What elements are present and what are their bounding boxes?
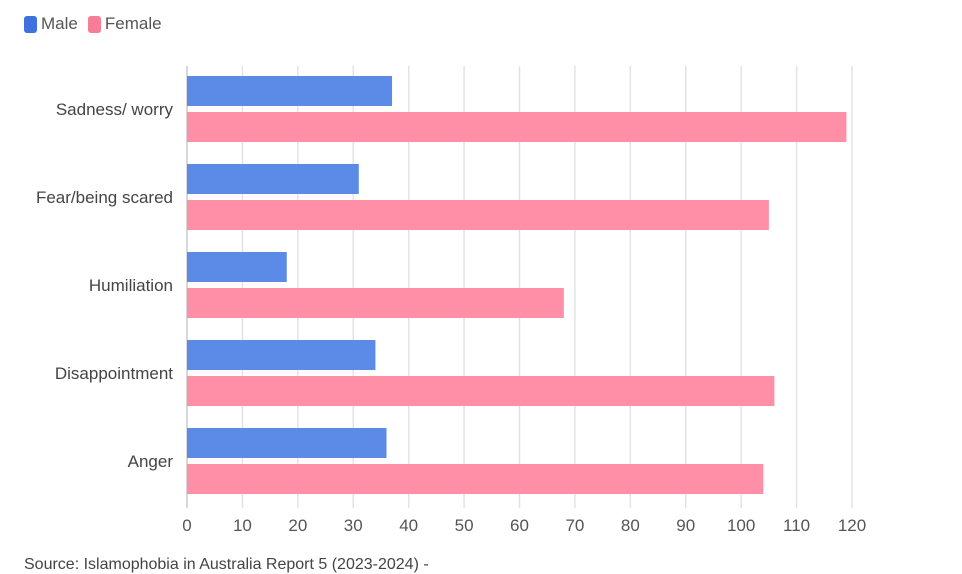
legend-item-female[interactable]: Female (87, 14, 162, 34)
x-tick-label-30: 30 (344, 516, 363, 535)
bar-female-0 (187, 112, 847, 142)
bar-male-0 (187, 76, 393, 106)
x-tick-label-50: 50 (455, 516, 474, 535)
bar-female-1 (187, 200, 769, 230)
bar-chart: 0 10 20 30 40 50 60 70 80 90 100 110 120 Sadness/ wor… (36, 66, 866, 535)
bar-male-1 (187, 164, 359, 194)
x-tick-label-40: 40 (399, 516, 418, 535)
bar-female-3 (187, 376, 775, 406)
x-tick-label-100: 100 (727, 516, 755, 535)
bar-male-4 (187, 428, 387, 458)
bar-female-2 (187, 288, 564, 318)
x-tick-label-80: 80 (621, 516, 640, 535)
category-label-2: Humiliation (89, 276, 173, 295)
category-label-3: Disappointment (55, 364, 173, 383)
category-label-1: Fear/being scared (36, 188, 173, 207)
legend-label-female: Female (104, 14, 162, 33)
bar-male-3 (187, 340, 376, 370)
legend-item-male[interactable]: Male (24, 14, 78, 34)
legend-label-male: Male (41, 14, 78, 33)
x-tick-label-110: 110 (783, 516, 810, 535)
legend-swatch-male (24, 15, 37, 33)
chart-legend: Male Female (24, 14, 162, 34)
x-tick-label-10: 10 (233, 516, 252, 535)
legend-swatch-female (87, 15, 101, 33)
bar-female-4 (187, 464, 764, 494)
category-label-0: Sadness/ worry (56, 100, 174, 119)
x-tick-label-90: 90 (676, 516, 695, 535)
category-label-4: Anger (128, 452, 174, 471)
x-tick-label-120: 120 (838, 516, 866, 535)
x-tick-label-60: 60 (510, 516, 529, 535)
x-tick-label-20: 20 (288, 516, 307, 535)
source-note: Source: Islamophobia in Australia Report… (24, 556, 429, 573)
bar-male-2 (187, 252, 287, 282)
x-tick-label-70: 70 (565, 516, 584, 535)
x-tick-label-0: 0 (182, 516, 191, 535)
